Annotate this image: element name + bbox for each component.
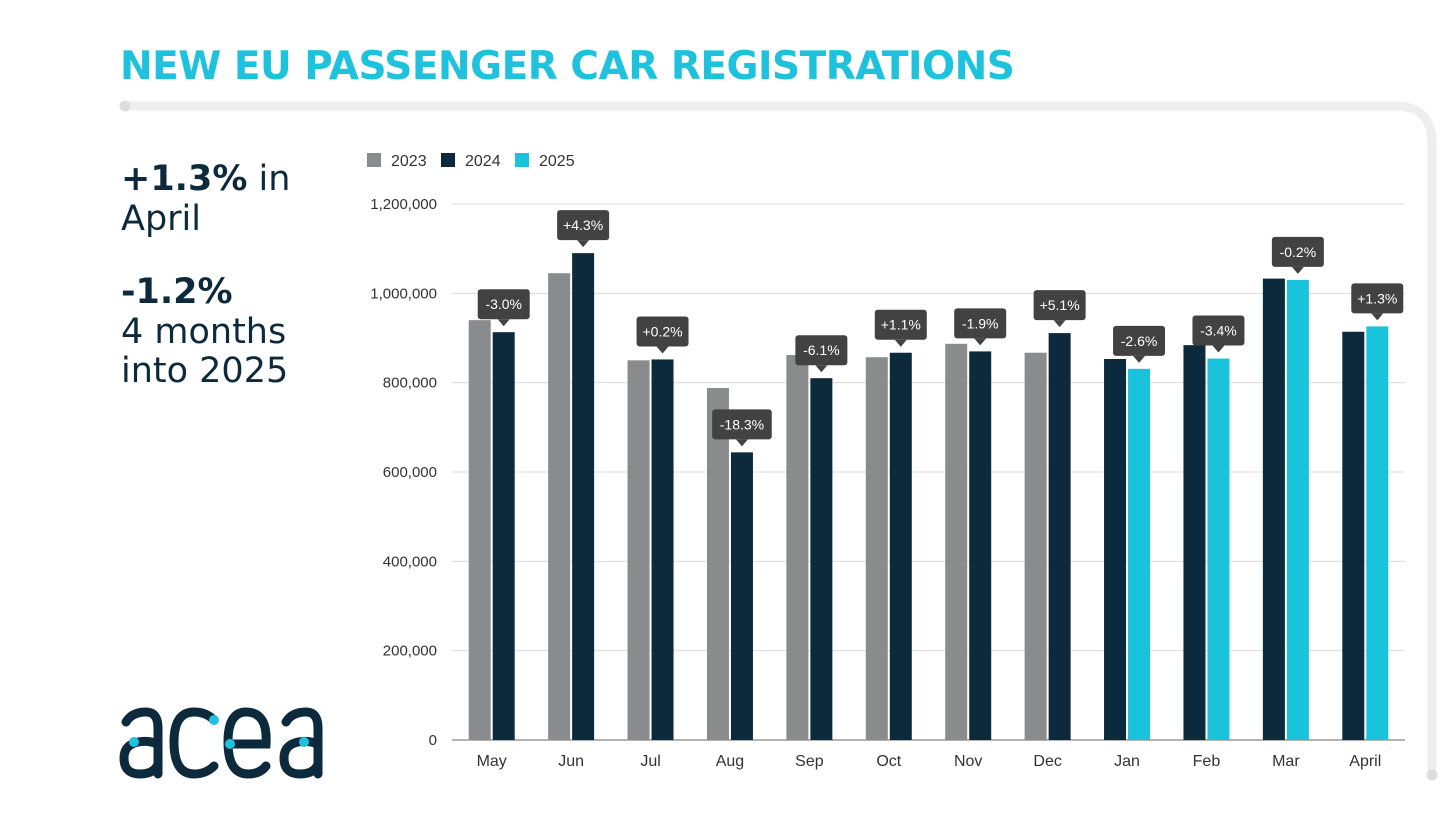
change-callout (1271, 236, 1324, 267)
x-tick-label: Nov (954, 753, 982, 770)
bar-2024 (1262, 278, 1285, 740)
change-label: -0.2% (1280, 244, 1317, 260)
x-tick-label: Jul (640, 753, 660, 770)
change-callout-pointer (1133, 355, 1146, 363)
bar-2024 (1048, 333, 1071, 740)
acea-logo-mark (119, 707, 323, 779)
change-callout (557, 210, 610, 241)
x-tick-label: Jan (1114, 753, 1140, 770)
bar-2023 (1024, 352, 1047, 740)
bar-2025 (1128, 368, 1151, 740)
change-callout (636, 316, 689, 347)
x-tick-label: April (1349, 753, 1381, 770)
april-label: April (121, 198, 201, 239)
change-label: +1.1% (881, 317, 921, 333)
ytd-stat: -1.2% 4 months into 2025 (121, 272, 290, 392)
bar-2024 (651, 359, 674, 740)
bar-2024 (492, 332, 515, 740)
bar-2024 (889, 352, 912, 740)
change-callout-pointer (1371, 313, 1384, 321)
y-tick-label: 800,000 (383, 375, 437, 392)
april-in-text: in (258, 159, 291, 199)
legend-swatch (441, 153, 455, 167)
change-callout-pointer (815, 365, 828, 373)
y-tick-label: 600,000 (383, 464, 437, 481)
change-label: -18.3% (720, 416, 764, 432)
y-tick-label: 1,000,000 (370, 285, 437, 302)
change-callout-pointer (577, 240, 590, 248)
change-callout (1113, 325, 1166, 356)
bar-2024 (1342, 331, 1365, 740)
x-tick-label: Sep (795, 753, 824, 770)
ytd-line-1: 4 months (121, 311, 287, 352)
change-callout-pointer (1212, 345, 1225, 353)
april-change-value: +1.3% (121, 159, 248, 199)
change-label: +1.3% (1357, 290, 1397, 306)
change-label: -3.4% (1200, 323, 1237, 339)
change-callout (712, 409, 772, 440)
legend-swatch (515, 153, 529, 167)
bar-2024 (730, 452, 753, 740)
legend-label: 2024 (465, 153, 501, 170)
bar-2025 (1207, 358, 1230, 740)
x-tick-label: May (477, 753, 507, 770)
summary-stats: +1.3% in April -1.2% 4 months into 2025 (121, 159, 291, 426)
legend-label: 2025 (539, 153, 575, 170)
change-callout-pointer (656, 346, 669, 354)
change-callout-pointer (735, 439, 748, 447)
acea-logo: acea (118, 702, 338, 787)
change-label: -6.1% (803, 342, 840, 358)
x-tick-label: Mar (1272, 753, 1300, 770)
change-callout-pointer (1053, 320, 1066, 328)
bar-2024 (1183, 345, 1206, 740)
bar-2023 (786, 354, 809, 740)
page-title: NEW EU PASSENGER CAR REGISTRATIONS (120, 44, 1015, 89)
change-callout (1351, 283, 1404, 314)
bar-2023 (865, 357, 888, 740)
bar-2024 (572, 253, 595, 740)
bar-2023 (548, 273, 571, 740)
x-tick-label: Oct (876, 753, 901, 770)
bar-2024 (1104, 358, 1127, 740)
x-tick-label: Aug (716, 753, 744, 770)
ytd-change-value: -1.2% (121, 272, 233, 313)
change-callout-pointer (497, 319, 510, 327)
change-label: +0.2% (642, 323, 682, 339)
x-tick-label: Jun (558, 753, 584, 770)
change-label: -3.0% (485, 296, 522, 312)
legend-swatch (367, 153, 381, 167)
ytd-line-2: into 2025 (121, 351, 289, 392)
change-callout (874, 309, 927, 340)
change-callout (1192, 315, 1245, 346)
y-tick-label: 400,000 (383, 553, 437, 570)
change-callout (1033, 290, 1086, 321)
change-label: -1.9% (962, 315, 999, 331)
change-label: +4.3% (563, 217, 603, 233)
change-label: +5.1% (1040, 297, 1080, 313)
bar-2023 (945, 343, 968, 740)
y-tick-label: 200,000 (383, 643, 437, 660)
change-callout-pointer (894, 339, 907, 347)
bar-2023 (627, 360, 650, 740)
bar-2023 (706, 388, 729, 740)
bar-2023 (468, 320, 491, 740)
change-callout (954, 308, 1007, 339)
change-callout (795, 335, 848, 366)
bar-2025 (1286, 279, 1309, 740)
y-tick-label: 1,200,000 (370, 196, 437, 213)
change-callout-pointer (974, 338, 987, 346)
bar-2025 (1366, 326, 1389, 740)
change-callout (477, 289, 530, 320)
legend-label: 2023 (391, 153, 427, 170)
change-callout-pointer (1291, 266, 1304, 274)
bar-2024 (810, 378, 833, 740)
april-stat: +1.3% in April (121, 159, 291, 239)
x-tick-label: Dec (1033, 753, 1061, 770)
y-tick-label: 0 (429, 732, 437, 749)
x-tick-label: Feb (1193, 753, 1221, 770)
change-label: -2.6% (1121, 333, 1158, 349)
bar-2024 (969, 351, 992, 740)
